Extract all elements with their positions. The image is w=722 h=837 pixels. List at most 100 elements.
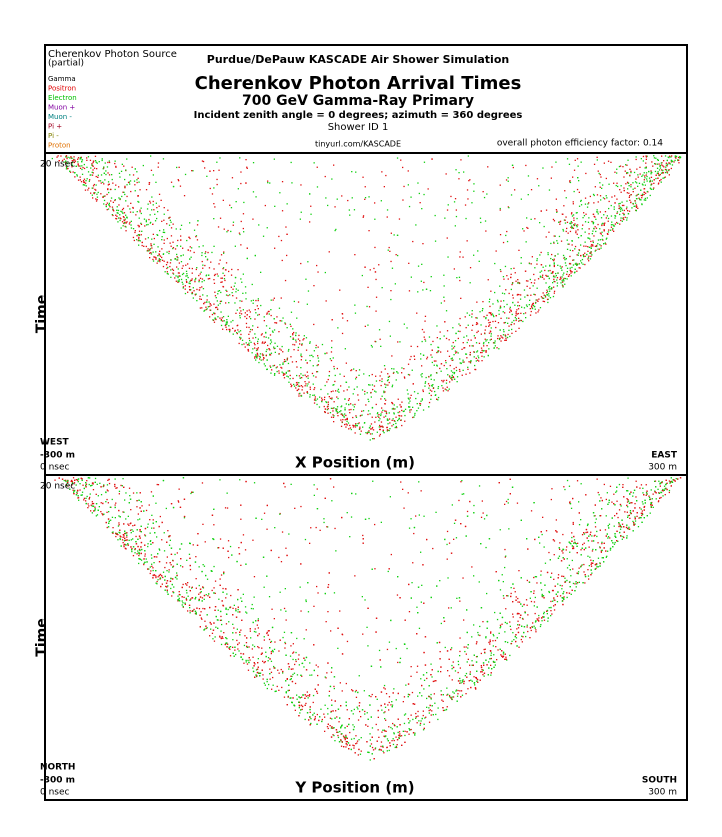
photon-dot (323, 521, 325, 524)
photon-dot (246, 314, 248, 316)
photon-dot (255, 355, 257, 357)
photon-dot (370, 743, 373, 745)
photon-dot (300, 359, 302, 361)
photon-dot (527, 280, 529, 282)
photon-dot (425, 376, 427, 379)
photon-dot (256, 349, 259, 351)
photon-dot (244, 315, 246, 318)
photon-dot (298, 375, 301, 377)
photon-dot (520, 257, 522, 259)
photon-dot (386, 380, 389, 382)
photon-dot (374, 748, 376, 750)
photon-dot (150, 554, 153, 556)
photon-dot (84, 189, 87, 191)
photon-dot (300, 211, 302, 213)
photon-dot (391, 425, 393, 427)
photon-dot (79, 157, 82, 159)
photon-dot (556, 211, 558, 213)
photon-dot (576, 264, 578, 266)
photon-dot (630, 502, 632, 504)
photon-dot (521, 605, 524, 607)
photon-dot (260, 359, 262, 361)
photon-dot (493, 347, 495, 349)
photon-dot (146, 208, 149, 210)
photon-dot (512, 294, 514, 296)
photon-dot (644, 184, 646, 186)
photon-dot (270, 352, 273, 354)
photon-dot (240, 313, 243, 315)
photon-dot (600, 233, 602, 235)
photon-dot (281, 345, 283, 348)
photon-dot (355, 416, 358, 418)
photon-dot (108, 191, 110, 194)
photon-dot (573, 547, 575, 550)
photon-dot (323, 398, 326, 401)
photon-dot (651, 161, 653, 163)
photon-dot (543, 278, 545, 280)
photon-dot (271, 369, 273, 371)
photon-dot (123, 165, 125, 167)
photon-dot (213, 203, 215, 205)
photon-dot (77, 157, 80, 159)
photon-dot (626, 501, 629, 503)
photon-dot (94, 192, 96, 194)
photon-dot (172, 185, 175, 188)
photon-dot (258, 361, 260, 364)
photon-dot (550, 242, 552, 245)
photon-dot (511, 283, 513, 286)
photon-dot (657, 159, 659, 161)
photon-dot (467, 339, 469, 341)
photon-dot (426, 358, 428, 360)
photon-dot (234, 330, 236, 332)
photon-dot (481, 355, 483, 357)
photon-dot (666, 165, 668, 167)
photon-dot (341, 195, 343, 197)
photon-dot (141, 244, 143, 247)
photon-dot (601, 187, 603, 189)
photon-dot (508, 292, 510, 295)
photon-dot (436, 337, 438, 339)
photon-dot (535, 312, 537, 314)
photon-dot (219, 636, 221, 638)
photon-dot (266, 312, 268, 314)
photon-dot (236, 325, 238, 327)
photon-dot (614, 541, 616, 544)
photon-dot (451, 696, 453, 698)
photon-dot (315, 344, 317, 347)
photon-dot (114, 162, 116, 165)
photon-dot (358, 705, 360, 707)
photon-dot (507, 206, 509, 208)
photon-dot (469, 267, 472, 269)
photon-dot (115, 217, 117, 220)
photon-dot (658, 174, 660, 176)
photon-dot (391, 701, 393, 703)
photon-dot (484, 338, 486, 340)
photon-dot (382, 426, 384, 428)
photon-dot (431, 361, 433, 364)
photon-dot (486, 339, 488, 341)
photon-dot (540, 589, 543, 591)
photon-dot (452, 376, 455, 379)
photon-dot (580, 235, 582, 237)
photon-dot (533, 590, 535, 592)
photon-dot (149, 248, 151, 250)
photon-dot (178, 166, 180, 168)
photon-dot (499, 329, 501, 331)
photon-dot (580, 549, 582, 551)
photon-dot (187, 276, 189, 279)
photon-dot (213, 538, 215, 541)
photon-dot (395, 425, 397, 428)
photon-dot (313, 350, 315, 352)
photon-dot (514, 272, 516, 274)
photon-dot (509, 625, 511, 627)
photon-dot (257, 299, 259, 302)
photon-dot (280, 239, 283, 242)
photon-dot (341, 690, 343, 692)
photon-dot (521, 617, 524, 620)
photon-dot (486, 592, 488, 595)
photon-dot (267, 182, 269, 184)
photon-dot (471, 329, 473, 331)
photon-dot (668, 480, 671, 482)
photon-dot (239, 317, 241, 319)
photon-dot (172, 273, 175, 275)
